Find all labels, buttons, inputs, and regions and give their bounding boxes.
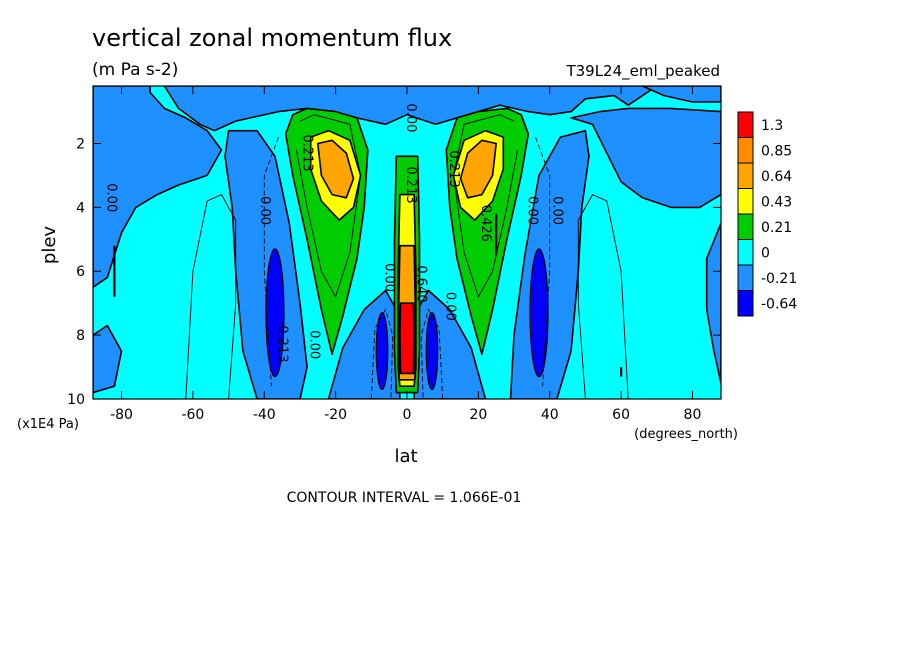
- y-axis-label: plev: [39, 226, 60, 265]
- contour-label: 0.213: [403, 166, 418, 203]
- x-tick-label: 80: [684, 407, 702, 423]
- contour-south-inner: [295, 114, 362, 298]
- contour-label: 0.00: [307, 330, 322, 359]
- contour-label: 0.00: [549, 196, 564, 225]
- field-south-polar-negative: [93, 86, 223, 288]
- legend-label: 0.21: [761, 220, 792, 236]
- field-south-column-negative: [224, 129, 308, 399]
- x-tick-label: -20: [324, 407, 347, 423]
- field-north-lobe-orange: [459, 139, 497, 199]
- x-tick-label: 40: [541, 407, 559, 423]
- field-equatorial-red: [399, 302, 415, 375]
- contour-interval-note: CONTOUR INTERVAL = 1.066E-01: [287, 490, 522, 506]
- legend-swatch: [737, 137, 754, 164]
- contour-label: 0.00: [442, 292, 457, 321]
- x-tick-label: 20: [469, 407, 487, 423]
- y-tick-label: 4: [76, 200, 85, 216]
- contour-label: 0.00: [257, 196, 272, 225]
- y-tick-label: 6: [76, 264, 85, 280]
- field-south-equatorial-core: [375, 312, 389, 391]
- color-legend: 1.3 0.85 0.64 0.43 0.21 0 -0.21 -0.64: [737, 111, 797, 317]
- y-axis-units: (x1E4 Pa): [17, 417, 79, 432]
- contour-label: 0.213: [446, 150, 461, 187]
- y-tick-label: 2: [76, 136, 85, 152]
- x-tick-label: -60: [181, 407, 204, 423]
- contour-label: 0.426: [478, 205, 493, 242]
- contour-south-weak: [185, 194, 237, 399]
- field-north-column-core: [529, 248, 549, 378]
- field-south-lobe-orange: [317, 139, 355, 199]
- legend-label: 0.64: [761, 169, 792, 185]
- x-tick-label: 0: [403, 407, 412, 423]
- field-south-low-negative: [93, 324, 123, 394]
- contour-label: 0.00: [524, 196, 539, 225]
- contour-south-eq-dashed: [370, 308, 394, 399]
- x-tick-label: 60: [612, 407, 630, 423]
- x-tick-label: -40: [253, 407, 276, 423]
- legend-swatch: [737, 188, 754, 215]
- chart-title: vertical zonal momentum flux: [92, 24, 452, 52]
- contour-label: 0.00: [403, 103, 418, 132]
- legend-swatch: [737, 290, 754, 317]
- contour-label: 0.213: [300, 135, 315, 172]
- contour-label: 0.00: [103, 183, 118, 212]
- contour-north-weak: [577, 194, 629, 399]
- field-north-polar-negative: [705, 222, 721, 384]
- field-south-column-core: [265, 248, 285, 378]
- legend-swatch: [737, 239, 754, 266]
- y-tick-label: 10: [67, 392, 85, 408]
- run-label: T39L24_eml_peaked: [565, 62, 720, 81]
- contour-label: 0.00: [382, 263, 397, 292]
- legend-label: -0.21: [761, 271, 797, 287]
- legend-swatch: [737, 264, 754, 291]
- legend-label: -0.64: [761, 296, 797, 312]
- legend-swatch: [737, 213, 754, 240]
- y-tick-label: 8: [76, 328, 85, 344]
- legend-swatch: [737, 111, 754, 138]
- y-axis: 2 4 6 8 10: [67, 136, 721, 408]
- x-axis: -80 -60 -40 -20 0 20 40 60 80: [110, 86, 701, 423]
- contour-north-inner: [452, 114, 519, 298]
- legend-label: 1.3: [761, 118, 783, 134]
- contour-south-dashed: [263, 136, 279, 387]
- contour-north-dashed: [535, 136, 551, 387]
- legend-label: 0: [761, 245, 770, 261]
- x-tick-label: -80: [110, 407, 133, 423]
- field-north-equatorial-core: [425, 312, 439, 391]
- field-top-right-negative: [641, 86, 721, 103]
- plot-area: 0.00 0.213 0.213 0.213 0.426 0.00 0.00 0.00 0.00…: [93, 86, 721, 399]
- legend-swatch: [737, 162, 754, 189]
- field-north-upper-negative: [570, 107, 721, 209]
- contour-label: 0.640: [414, 265, 429, 302]
- chart-units: (m Pa s-2): [92, 60, 178, 80]
- x-axis-label: lat: [394, 446, 417, 467]
- legend-label: 0.85: [761, 143, 792, 159]
- field-top-negative: [163, 86, 658, 132]
- contour-north-eq-dashed: [420, 308, 444, 399]
- contour-label: -0.213: [274, 321, 289, 363]
- legend-label: 0.43: [761, 194, 792, 210]
- x-axis-units: (degrees_north): [634, 427, 738, 442]
